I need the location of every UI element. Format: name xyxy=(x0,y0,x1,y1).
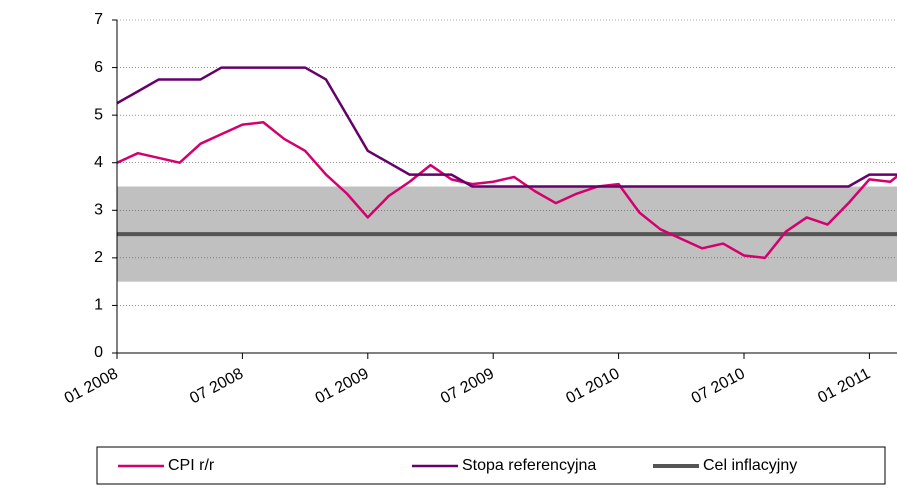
series-line xyxy=(117,66,897,188)
legend: CPI r/r Stopa referencyjna Cel inflacyjny xyxy=(118,457,797,474)
plot-area xyxy=(117,19,897,306)
y-tick-label: 2 xyxy=(94,249,103,266)
legend-label: Stopa referencyjna xyxy=(462,457,596,474)
y-tick-label: 3 xyxy=(94,202,103,219)
x-tick-label: 07 2010 xyxy=(689,365,748,407)
x-tick-label: 01 2009 xyxy=(313,365,372,407)
legend-box xyxy=(96,446,886,485)
x-tick-label: 01 2008 xyxy=(62,365,121,407)
y-tick-label: 6 xyxy=(94,59,103,76)
x-tick-label: 01 2011 xyxy=(815,365,873,407)
y-tick-label: 1 xyxy=(94,297,103,314)
x-tick-label: 01 2010 xyxy=(563,365,622,407)
y-tick-label: 5 xyxy=(94,106,103,123)
legend-label: CPI r/r xyxy=(168,457,215,474)
y-tick-label: 7 xyxy=(94,11,103,28)
legend-label: Cel inflacyjny xyxy=(703,457,797,474)
series-line xyxy=(117,121,897,260)
y-tick-label: 4 xyxy=(94,154,103,171)
x-tick-label: 07 2008 xyxy=(187,365,246,407)
x-tick-label: 07 2009 xyxy=(438,365,497,407)
y-tick-label: 0 xyxy=(94,344,103,361)
